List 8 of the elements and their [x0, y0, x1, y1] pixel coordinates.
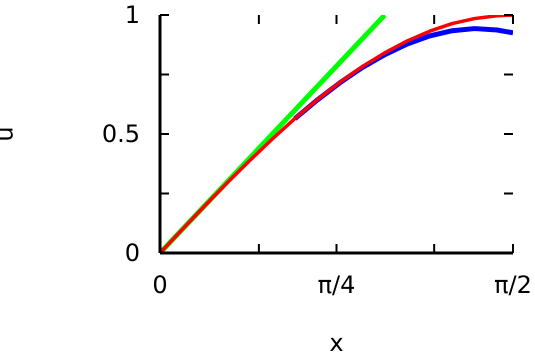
y-tick-label: 0.5 — [102, 120, 140, 148]
x-tick-label: 0 — [152, 271, 168, 299]
x-tick-label: π/4 — [318, 271, 356, 299]
x-axis-title: x — [329, 329, 344, 353]
x-tick-label: π/2 — [494, 271, 532, 299]
line-series — [160, 15, 513, 253]
y-tick-label: 1 — [124, 1, 140, 29]
y-tick-label: 0 — [124, 239, 140, 267]
